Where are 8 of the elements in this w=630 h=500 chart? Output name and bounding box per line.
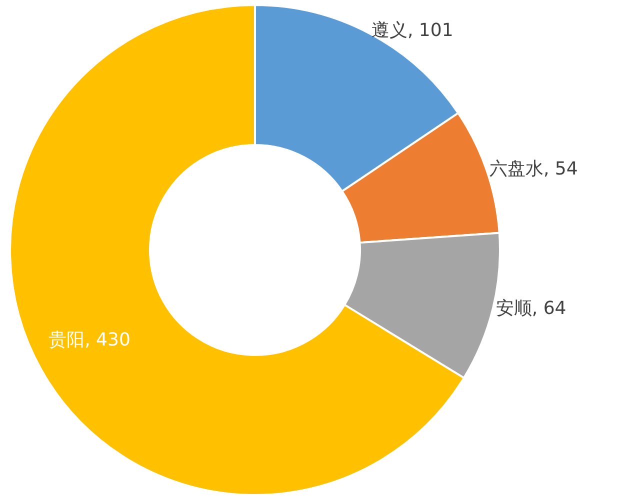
data-label: , 64 xyxy=(532,298,566,319)
slice-label: 贵阳 xyxy=(48,329,85,350)
slice-label: 安顺 xyxy=(496,298,532,319)
data-label: , 101 xyxy=(407,20,454,42)
slice-label: 遵义 xyxy=(371,20,408,42)
slice-label: 六盘水 xyxy=(489,158,544,180)
data-label: , 54 xyxy=(543,158,578,180)
data-label: , 430 xyxy=(84,329,130,350)
